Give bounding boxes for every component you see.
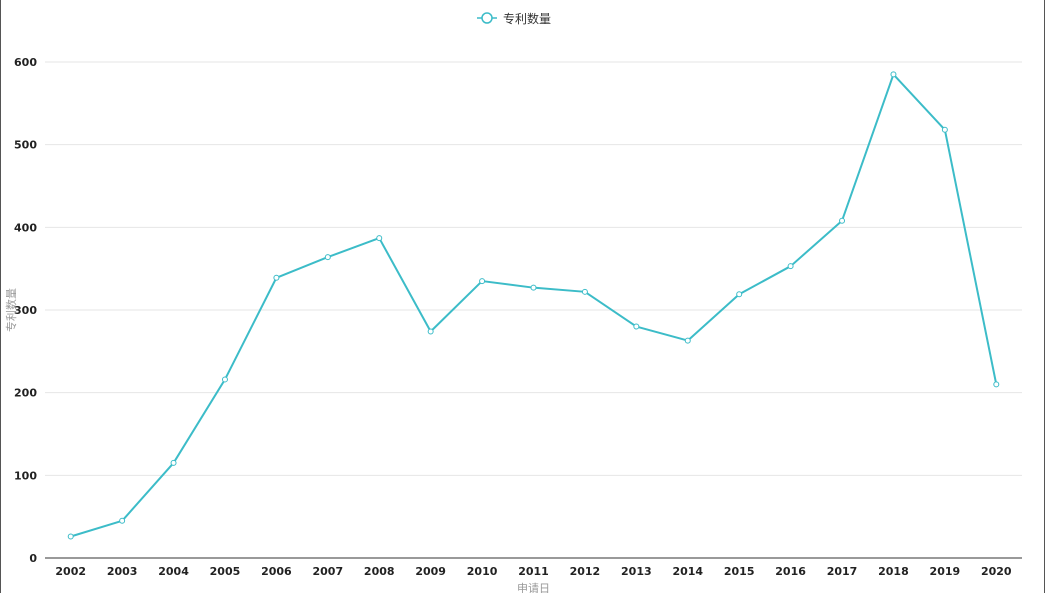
data-point[interactable] — [530, 284, 537, 291]
x-tick-label: 2004 — [158, 565, 189, 578]
legend[interactable]: 专利数量 — [477, 8, 551, 28]
series-layer — [67, 71, 1000, 540]
x-tick-label: 2016 — [775, 565, 806, 578]
y-tick-label: 100 — [14, 469, 37, 482]
x-tick-label: 2015 — [724, 565, 755, 578]
x-tick-label: 2006 — [261, 565, 292, 578]
y-axis-title: 专利数量 — [4, 288, 18, 332]
x-tick-label: 2005 — [210, 565, 241, 578]
y-tick-label: 300 — [14, 304, 37, 317]
x-tick-label: 2014 — [672, 565, 703, 578]
x-tick-label: 2010 — [467, 565, 498, 578]
data-point[interactable] — [684, 337, 691, 344]
x-tick-label: 2002 — [55, 565, 86, 578]
data-point[interactable] — [787, 263, 794, 270]
data-point[interactable] — [890, 71, 897, 78]
data-point[interactable] — [324, 254, 331, 261]
data-point[interactable] — [119, 517, 126, 524]
data-point[interactable] — [736, 291, 743, 298]
data-point[interactable] — [581, 288, 588, 295]
x-tick-label: 2018 — [878, 565, 909, 578]
y-tick-label: 400 — [14, 221, 37, 234]
y-axis-ticks: 0 100 200 300 400 500 600 — [14, 56, 37, 565]
data-point[interactable] — [273, 274, 280, 281]
x-axis-title: 申请日 — [517, 582, 550, 593]
data-point[interactable] — [170, 459, 177, 466]
x-tick-label: 2020 — [981, 565, 1012, 578]
x-tick-label: 2012 — [570, 565, 601, 578]
x-axis-ticks: 2002 2003 2004 2005 2006 2007 2008 2009 2010 2011… — [55, 565, 1012, 578]
data-point[interactable] — [839, 217, 846, 224]
x-tick-label: 2008 — [364, 565, 395, 578]
data-point[interactable] — [221, 376, 228, 383]
data-point[interactable] — [633, 323, 640, 330]
data-point[interactable] — [479, 278, 486, 285]
y-tick-label: 500 — [14, 139, 37, 152]
x-tick-label: 2011 — [518, 565, 549, 578]
data-point[interactable] — [67, 533, 74, 540]
x-tick-label: 2013 — [621, 565, 652, 578]
legend-line-marker-icon — [477, 12, 497, 24]
y-tick-label: 200 — [14, 387, 37, 400]
grid-lines — [45, 61, 1022, 476]
x-tick-label: 2017 — [827, 565, 858, 578]
x-tick-label: 2009 — [415, 565, 446, 578]
legend-label: 专利数量 — [503, 11, 552, 26]
data-point[interactable] — [993, 381, 1000, 388]
series-line — [70, 73, 998, 538]
x-tick-label: 2019 — [930, 565, 961, 578]
data-point[interactable] — [427, 328, 434, 335]
data-point[interactable] — [941, 126, 948, 133]
x-tick-label: 2003 — [107, 565, 138, 578]
x-tick-label: 2007 — [313, 565, 344, 578]
y-tick-label: 0 — [29, 552, 37, 565]
y-tick-label: 600 — [14, 56, 37, 69]
data-point[interactable] — [376, 235, 383, 242]
